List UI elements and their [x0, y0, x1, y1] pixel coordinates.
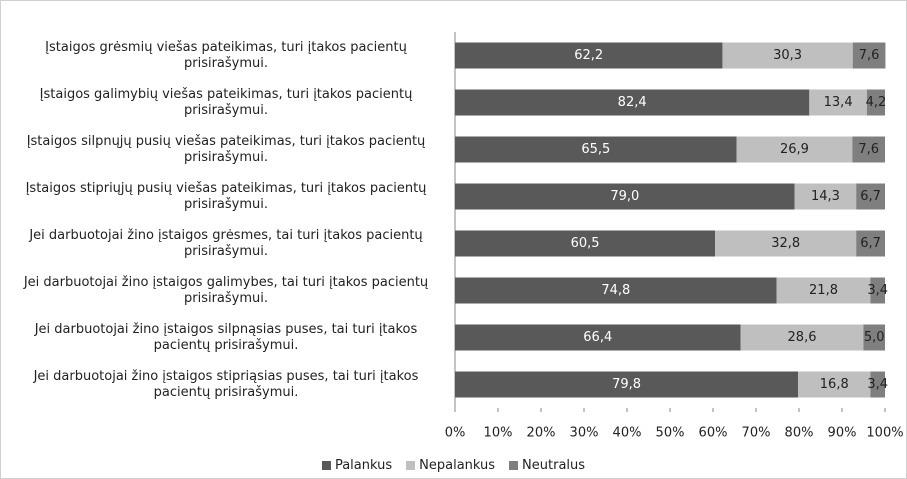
value-label: 82,4: [618, 95, 647, 110]
legend-item: Palankus: [321, 458, 393, 473]
value-label: 28,6: [788, 330, 817, 345]
bar-segment: [776, 277, 871, 304]
bar-segment: [455, 230, 716, 257]
value-label: 4,2: [866, 95, 887, 110]
value-label: 32,8: [771, 236, 800, 251]
x-tick-label: 80%: [785, 426, 814, 441]
value-label: 14,3: [811, 189, 840, 204]
bar-segment: [740, 324, 864, 351]
bar-segment: [870, 277, 885, 304]
bar-segment: [852, 136, 885, 163]
legend-item: Neutralus: [509, 458, 585, 473]
bar-segment: [852, 42, 886, 69]
bar-segment: [863, 324, 885, 351]
value-label: 26,9: [780, 142, 809, 157]
x-tick-label: 10%: [484, 426, 513, 441]
category-label: Jei darbuotojai žino įstaigos silpnąsias…: [34, 321, 418, 353]
bar-segment: [715, 230, 857, 257]
value-label: 6,7: [860, 189, 881, 204]
legend-label: Nepalankus: [419, 458, 496, 473]
bar-segment: [736, 136, 853, 163]
bar-segment: [809, 89, 867, 116]
category-label: Įstaigos grėsmių viešas pateikimas, turi…: [45, 39, 407, 71]
legend: Palankus Nepalankus Neutralus: [0, 458, 907, 473]
bar-segment: [455, 277, 777, 304]
value-label: 3,4: [867, 283, 888, 298]
value-label: 7,6: [858, 142, 879, 157]
x-tick-label: 60%: [699, 426, 728, 441]
value-label: 66,4: [583, 330, 612, 345]
legend-swatch: [321, 461, 331, 470]
legend-item: Nepalankus: [406, 458, 495, 473]
category-label: Įstaigos silpnųjų pusių viešas pateikima…: [26, 133, 426, 165]
category-label: Jei darbuotojai žino įstaigos grėsmes, t…: [29, 227, 423, 259]
x-tick-label: 30%: [570, 426, 599, 441]
category-label: Įstaigos stipriųjų pusių viešas pateikim…: [25, 180, 427, 212]
value-label: 74,8: [601, 283, 630, 298]
value-label: 6,7: [860, 236, 881, 251]
legend-swatch: [509, 461, 519, 470]
x-tick-label: 50%: [656, 426, 685, 441]
x-tick-label: 90%: [828, 426, 857, 441]
value-label: 5,0: [864, 330, 885, 345]
value-label: 62,2: [574, 48, 603, 63]
value-label: 7,6: [859, 48, 880, 63]
value-label: 65,5: [581, 142, 610, 157]
value-label: 79,8: [612, 377, 641, 392]
category-label: Jei darbuotojai žino įstaigos stipriąsia…: [33, 368, 419, 400]
value-label: 30,3: [773, 48, 802, 63]
bar-segment: [455, 183, 795, 210]
category-label: Įstaigos galimybių viešas pateikimas, tu…: [39, 86, 413, 118]
legend-label: Neutralus: [522, 458, 586, 473]
bar-segment: [455, 89, 810, 116]
value-label: 79,0: [610, 189, 639, 204]
bar-segment: [866, 89, 885, 116]
bar-segment: [455, 324, 741, 351]
x-tick-label: 70%: [742, 426, 771, 441]
bar-segment: [455, 42, 723, 69]
bar-segment: [722, 42, 853, 69]
value-label: 3,4: [867, 377, 888, 392]
legend-swatch: [406, 461, 416, 470]
value-label: 16,8: [820, 377, 849, 392]
x-tick-label: 40%: [613, 426, 642, 441]
value-label: 60,5: [571, 236, 600, 251]
value-label: 21,8: [809, 283, 838, 298]
bar-segment: [455, 371, 799, 398]
value-label: 13,4: [824, 95, 853, 110]
bar-segment: [870, 371, 885, 398]
bar-segment: [856, 183, 885, 210]
bar-segment: [798, 371, 871, 398]
category-label: Jei darbuotojai žino įstaigos galimybes,…: [23, 274, 429, 306]
x-tick-label: 20%: [527, 426, 556, 441]
x-tick-label: 100%: [866, 426, 903, 441]
x-tick-label: 0%: [445, 426, 466, 441]
legend-label: Palankus: [334, 458, 393, 473]
bar-segment: [455, 136, 737, 163]
bar-segment: [794, 183, 857, 210]
bar-segment: [856, 230, 885, 257]
